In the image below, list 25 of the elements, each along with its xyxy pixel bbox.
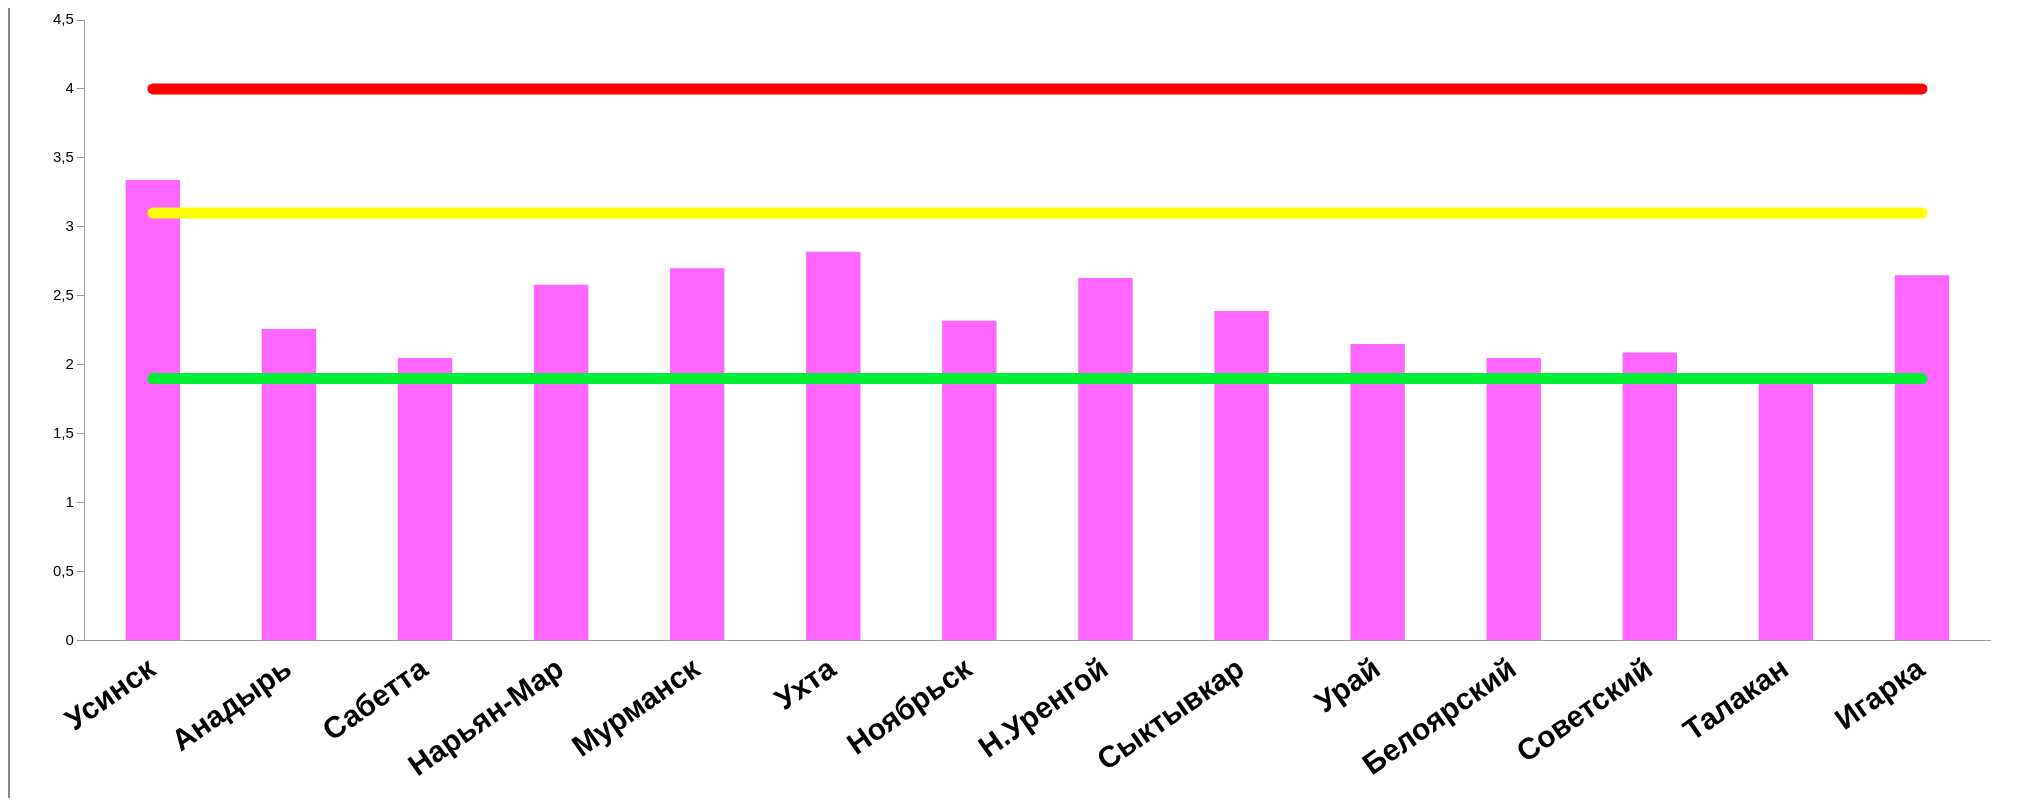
bar <box>942 320 997 641</box>
bar <box>670 268 725 641</box>
y-tick-label: 2,5 <box>52 285 74 303</box>
bar <box>125 179 181 641</box>
y-tick-label: 1,5 <box>52 423 74 441</box>
bar <box>533 284 589 641</box>
bar <box>1350 344 1405 641</box>
y-tick-label: 0,5 <box>52 561 74 579</box>
bar <box>1486 357 1541 641</box>
y-tick-label: 2 <box>65 354 74 372</box>
bar <box>1214 311 1269 641</box>
bar <box>261 328 317 641</box>
y-tick-label: 0 <box>65 630 74 648</box>
y-tick-label: 4,5 <box>52 10 74 28</box>
x-tick-label: Ухта <box>768 650 842 716</box>
y-tick-label: 4 <box>65 79 74 97</box>
bar <box>806 251 861 641</box>
bar <box>1078 277 1133 641</box>
y-tick-label: 3 <box>65 217 74 235</box>
y-tick-label: 3,5 <box>52 148 74 166</box>
y-tick-label: 1 <box>65 492 74 510</box>
bar <box>1622 352 1678 641</box>
bar <box>1758 381 1814 641</box>
bar <box>1894 275 1950 641</box>
bar <box>397 357 453 641</box>
